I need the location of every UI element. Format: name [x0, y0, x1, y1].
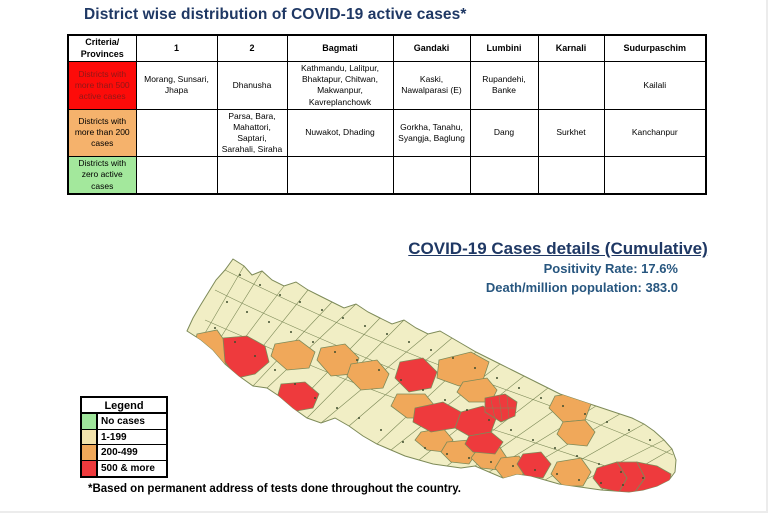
legend-swatch-200-499	[82, 445, 98, 460]
column-header-bagmati: Bagmati	[286, 34, 394, 63]
nepal-district-map	[186, 258, 677, 493]
legend-row: 500 & more	[82, 460, 166, 476]
column-header-province1: 1	[135, 34, 218, 63]
table-cell: Dhanusha	[216, 61, 288, 110]
row-label-zero: Districts with zero active cases	[67, 155, 137, 195]
table-cell: Morang, Sunsari, Jhapa	[135, 61, 218, 110]
death-rate: Death/million population: 383.0	[485, 279, 678, 295]
positivity-rate: Positivity Rate: 17.6%	[543, 261, 678, 276]
legend-title: Legend	[82, 398, 166, 414]
footnote: *Based on permanent address of tests don…	[88, 483, 461, 495]
table-cell: Rupandehi, Banke	[469, 61, 539, 110]
table-row-500-cases: Districts with more than 500 active case…	[67, 61, 707, 110]
table-cell	[216, 155, 288, 195]
table-cell: Nuwakot, Dhading	[286, 108, 394, 157]
legend-swatch-1-199	[82, 429, 98, 444]
column-header-lumbini: Lumbini	[469, 34, 539, 63]
legend-row: 200-499	[82, 445, 166, 461]
table-cell: Kailali	[603, 61, 707, 110]
table-header-row: Criteria/ Provinces 1 2 Bagmati Gandaki …	[67, 34, 707, 63]
districts-200-499	[194, 329, 596, 487]
column-header-karnali: Karnali	[537, 34, 605, 63]
legend-label: 200-499	[101, 447, 138, 458]
district-label-dots	[214, 274, 651, 486]
table-cell	[537, 61, 605, 110]
table-cell: Kaski, Nawalparasi (E)	[392, 61, 471, 110]
legend-swatch-no-cases	[82, 414, 98, 429]
table-cell: Dang	[469, 108, 539, 157]
legend-label: No cases	[101, 416, 145, 427]
column-header-province2: 2	[216, 34, 288, 63]
table-cell	[286, 155, 394, 195]
table-row-zero-cases: Districts with zero active cases	[67, 155, 707, 195]
table-cell: Gorkha, Tanahu, Syangja, Baglung	[392, 108, 471, 157]
page-title: District wise distribution of COVID-19 a…	[84, 6, 467, 23]
table-cell	[135, 108, 218, 157]
districts-500-plus	[222, 335, 672, 492]
table-cell: Kathmandu, Lalitpur, Bhaktapur, Chitwan,…	[286, 61, 394, 110]
table-cell: Surkhet	[537, 108, 605, 157]
map-headline: COVID-19 Cases details (Cumulative) Posi…	[402, 237, 714, 297]
legend-row: 1-199	[82, 429, 166, 445]
row-label-500: Districts with more than 500 active case…	[67, 61, 137, 110]
column-header-sudurpaschim: Sudurpaschim	[603, 34, 707, 63]
column-header-gandaki: Gandaki	[392, 34, 471, 63]
table-cell	[603, 155, 707, 195]
table-cell	[392, 155, 471, 195]
table-cell	[135, 155, 218, 195]
map-legend: Legend No cases 1-199 200-499 500 & more	[80, 396, 168, 478]
district-distribution-table: Criteria/ Provinces 1 2 Bagmati Gandaki …	[67, 34, 707, 196]
legend-label: 500 & more	[101, 462, 155, 474]
table-cell: Parsa, Bara, Mahattori, Saptari, Sarahal…	[216, 108, 288, 157]
row-label-200: Districts with more than 200 cases	[67, 108, 137, 157]
table-cell	[469, 155, 539, 195]
table-cell: Kanchanpur	[603, 108, 707, 157]
corner-header: Criteria/ Provinces	[67, 34, 137, 63]
map-title: COVID-19 Cases details (Cumulative)	[408, 239, 708, 258]
table-cell	[537, 155, 605, 195]
legend-label: 1-199	[101, 431, 127, 443]
legend-row: No cases	[82, 414, 166, 430]
legend-swatch-500-more	[82, 460, 98, 476]
table-row-200-cases: Districts with more than 200 cases Parsa…	[67, 108, 707, 157]
